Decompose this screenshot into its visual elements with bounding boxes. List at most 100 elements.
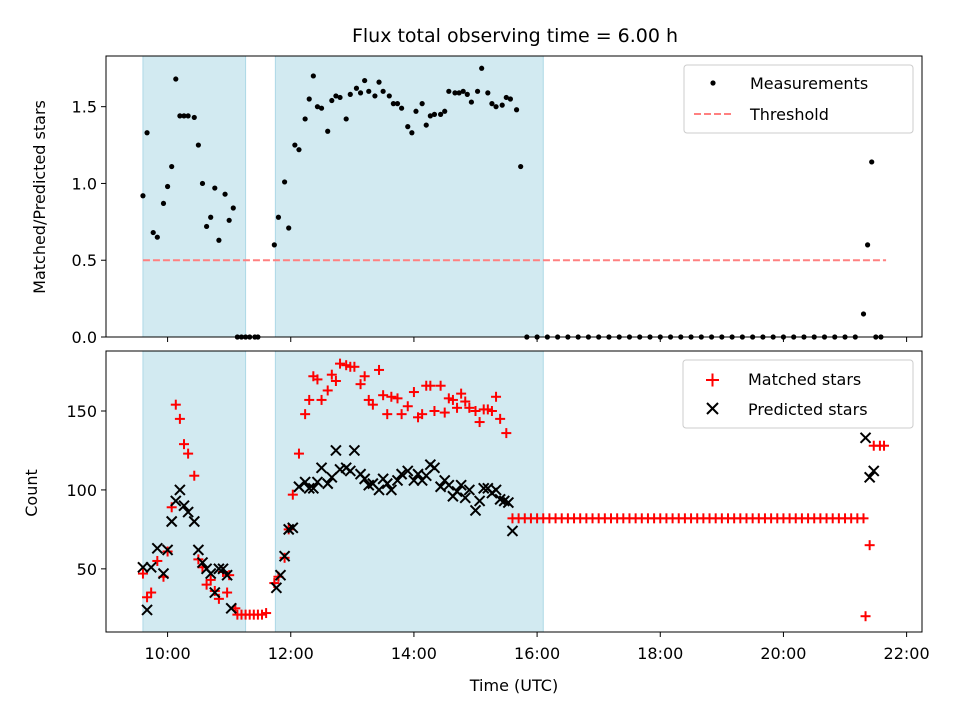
predicted-star-point	[278, 550, 291, 562]
matched-star-point	[858, 513, 869, 524]
predicted-star-point	[293, 481, 305, 493]
measurement-point	[386, 93, 392, 99]
matched-star-point	[374, 364, 385, 375]
predicted-star-point	[451, 485, 463, 498]
predicted-star-point	[274, 569, 287, 581]
measurement-point	[399, 105, 405, 111]
predicted-star-point	[192, 544, 205, 556]
measurement-point	[203, 223, 210, 230]
measurement-point	[310, 73, 316, 79]
measurement-point	[456, 90, 462, 96]
measurement-point	[460, 88, 466, 94]
matched-star-point	[456, 388, 467, 399]
measurement-point	[329, 97, 335, 104]
measurement-point	[860, 311, 867, 317]
measurement-point	[518, 163, 524, 170]
top-panel-legend: Measurements Threshold	[683, 64, 914, 134]
matched-star-point	[287, 489, 298, 500]
measurement-point	[479, 65, 485, 71]
matched-star-point	[367, 399, 378, 410]
measurement-point	[173, 76, 179, 82]
measurement-point	[438, 111, 444, 117]
legend-predicted-label: Predicted stars	[748, 400, 868, 419]
predicted-star-point	[315, 462, 328, 474]
measurement-point	[292, 142, 298, 148]
matched-star-point	[439, 407, 450, 418]
y-tick-label: 150	[66, 402, 97, 421]
predicted-star-point	[137, 561, 149, 573]
y-tick-label: 0.5	[72, 251, 97, 270]
shaded-interval-1	[142, 350, 247, 633]
measurement-point	[507, 96, 514, 102]
predicted-star-point	[373, 484, 385, 496]
x-tick-label: 10:00	[145, 644, 191, 663]
legend-measurements-label: Measurements	[750, 74, 868, 93]
matched-star-point	[183, 448, 194, 459]
predicted-star-point	[204, 567, 217, 580]
matched-star-point	[304, 394, 315, 405]
matched-star-point	[261, 608, 272, 619]
y-tick-label: 0.0	[72, 328, 97, 347]
measurement-point	[380, 88, 386, 94]
predicted-star-point	[170, 495, 182, 507]
matched-star-point	[452, 402, 463, 413]
matched-star-point	[392, 393, 403, 404]
y-tick-label: 1.0	[72, 174, 97, 193]
measurement-point	[144, 130, 150, 136]
measurement-point	[362, 77, 368, 84]
shaded-interval-1	[142, 55, 247, 338]
top-legend-box	[683, 64, 914, 134]
predicted-star-point	[408, 474, 420, 487]
matched-star-point	[330, 375, 341, 386]
x-tick-label: 22:00	[884, 644, 930, 663]
matched-star-point	[162, 546, 173, 557]
legend-threshold-label: Threshold	[749, 105, 829, 124]
measurement-point	[464, 91, 470, 97]
predicted-star-point	[225, 602, 237, 615]
measurement-point	[302, 116, 308, 122]
measurement-point	[474, 88, 481, 94]
measurement-point	[503, 94, 509, 101]
measurement-point	[423, 122, 429, 128]
matched-star-point	[349, 361, 360, 372]
x-tick-label: 20:00	[760, 644, 806, 663]
matched-star-point	[470, 405, 481, 416]
predicted-star-point	[428, 462, 441, 474]
predicted-star-point	[358, 473, 371, 485]
top-panel-y-ticks: 0.0 0.5 1.0 1.5	[72, 98, 106, 347]
top-panel-x-ticks	[167, 337, 908, 342]
bottom-panel-series	[137, 358, 890, 622]
measurement-point	[353, 85, 360, 91]
measurement-point	[318, 105, 325, 111]
matched-star-point	[860, 611, 871, 622]
measurement-point	[177, 113, 183, 119]
measurement-point	[150, 229, 156, 236]
legend-measurements-marker	[710, 80, 716, 86]
top-panel-series	[140, 65, 887, 340]
measurement-point	[394, 101, 401, 107]
x-axis-label: Time (UTC)	[469, 676, 558, 695]
predicted-star-point	[391, 474, 404, 487]
measurement-point	[271, 242, 277, 248]
matched-star-point	[435, 380, 446, 391]
matched-star-point	[396, 409, 407, 420]
predicted-star-point	[863, 471, 876, 483]
matched-star-point	[355, 379, 366, 390]
measurement-point	[195, 142, 201, 148]
matched-star-point	[189, 470, 200, 481]
predicted-star-point	[141, 604, 153, 616]
matched-star-point	[335, 358, 346, 369]
measurement-point	[869, 159, 875, 165]
x-tick-label: 12:00	[268, 644, 314, 663]
predicted-star-point	[443, 479, 455, 491]
measurement-point	[427, 113, 433, 119]
predicted-star-point	[221, 569, 233, 581]
measurement-point	[489, 101, 495, 107]
measurement-point	[452, 90, 458, 96]
matched-star-point	[486, 405, 497, 416]
predicted-star-point	[161, 544, 174, 556]
predicted-star-point	[490, 484, 502, 496]
predicted-star-point	[145, 561, 157, 573]
predicted-star-point	[151, 542, 164, 555]
measurement-point	[357, 90, 364, 96]
